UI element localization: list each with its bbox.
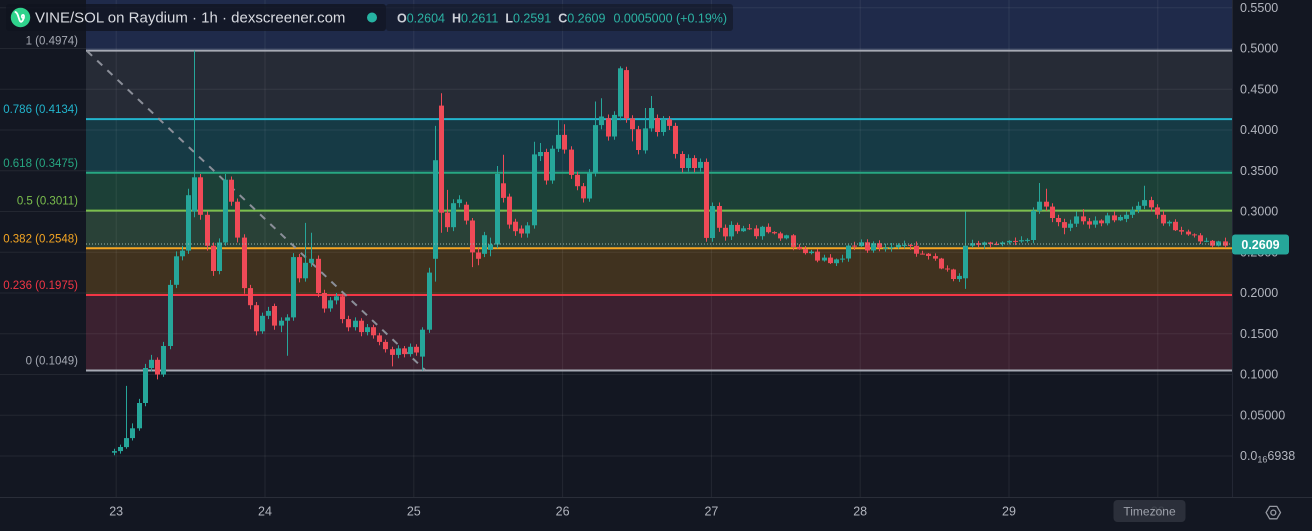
svg-text:0 (0.1049): 0 (0.1049) — [26, 356, 79, 368]
svg-text:0.3000: 0.3000 — [1240, 205, 1278, 219]
svg-text:29: 29 — [1002, 505, 1016, 519]
svg-text:0.236 (0.1975): 0.236 (0.1975) — [3, 280, 78, 292]
svg-text:0.2000: 0.2000 — [1240, 286, 1278, 300]
svg-text:28: 28 — [853, 505, 867, 519]
svg-text:0.0166938: 0.0166938 — [1240, 449, 1295, 465]
svg-text:0.1000: 0.1000 — [1240, 368, 1278, 382]
svg-text:0.2609: 0.2609 — [1241, 238, 1279, 252]
svg-text:0.1500: 0.1500 — [1240, 327, 1278, 341]
svg-text:0.618 (0.3475): 0.618 (0.3475) — [3, 158, 78, 170]
svg-text:25: 25 — [407, 505, 421, 519]
svg-text:0.382 (0.2548): 0.382 (0.2548) — [3, 233, 78, 245]
svg-text:0.05000: 0.05000 — [1240, 408, 1285, 422]
svg-text:0.5 (0.3011): 0.5 (0.3011) — [17, 196, 78, 208]
svg-text:0.4500: 0.4500 — [1240, 83, 1278, 97]
svg-text:0.3500: 0.3500 — [1240, 164, 1278, 178]
svg-text:Timezone: Timezone — [1123, 505, 1176, 519]
svg-text:27: 27 — [704, 505, 718, 519]
svg-text:23: 23 — [109, 505, 123, 519]
svg-text:0.4000: 0.4000 — [1240, 123, 1278, 137]
svg-text:1 (0.4974): 1 (0.4974) — [26, 36, 79, 48]
svg-text:VINE/SOL on Raydium · 1h · dex: VINE/SOL on Raydium · 1h · dexscreener.c… — [35, 10, 345, 27]
svg-text:0.786 (0.4134): 0.786 (0.4134) — [3, 104, 78, 116]
svg-text:0.5000: 0.5000 — [1240, 42, 1278, 56]
svg-text:24: 24 — [258, 505, 272, 519]
svg-text:0.5500: 0.5500 — [1240, 1, 1278, 15]
svg-text:26: 26 — [556, 505, 570, 519]
